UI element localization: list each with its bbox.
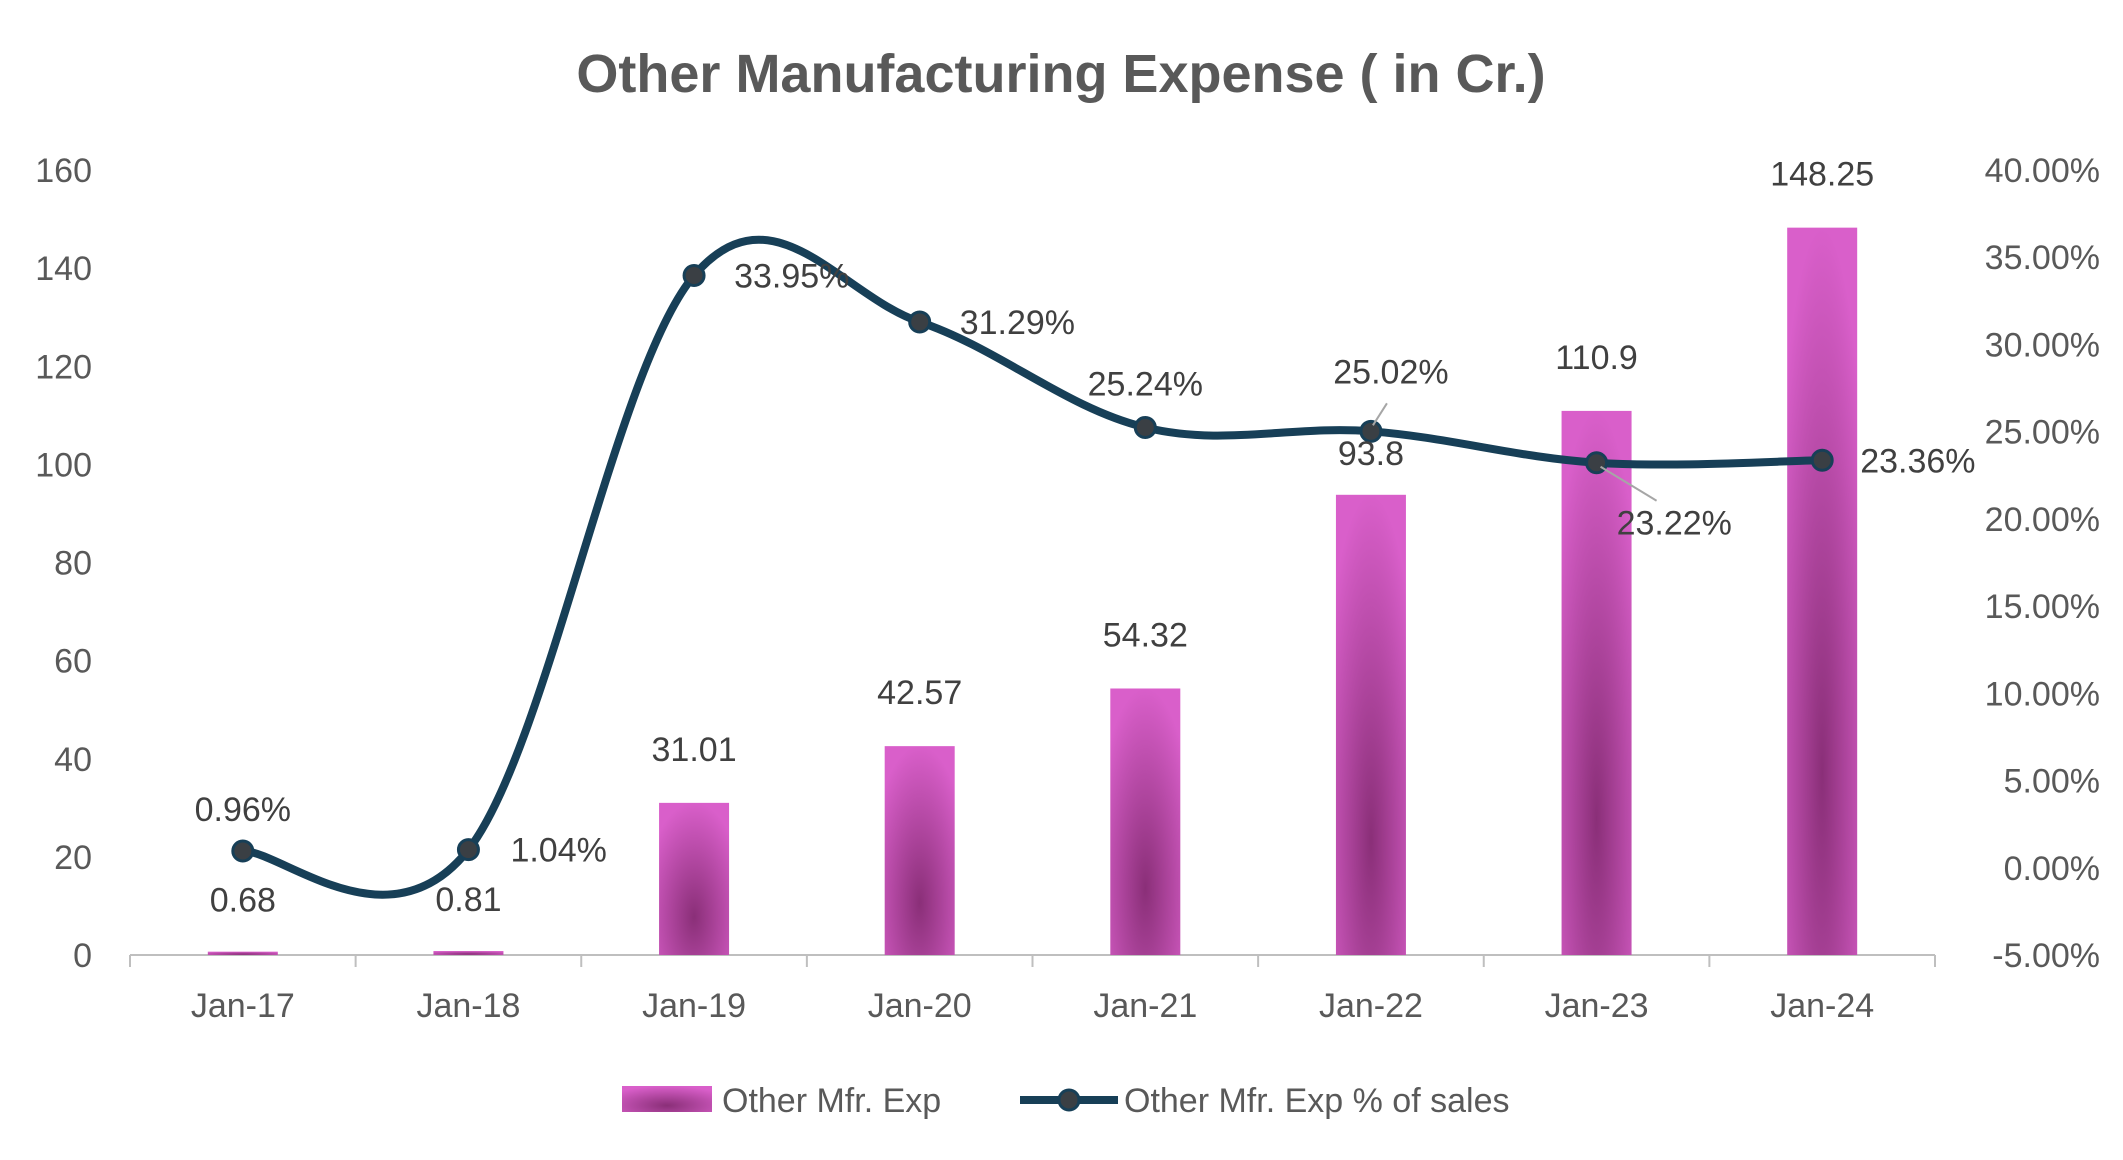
bar-value-label: 110.9 xyxy=(1555,339,1638,377)
x-tick-label: Jan-21 xyxy=(1093,987,1197,1025)
legend-label-bar: Other Mfr. Exp xyxy=(722,1082,941,1120)
line-value-label: 23.22% xyxy=(1617,505,1732,543)
legend-marker-line xyxy=(1057,1088,1081,1112)
y-right-tick-label: 0.00% xyxy=(2004,850,2100,888)
line-point xyxy=(456,838,480,862)
bar xyxy=(1110,688,1181,955)
y-left-tick-label: 140 xyxy=(35,250,92,288)
data-labels: 0.68 0.81 31.01 42.57 54.32 93.8 110.9 148.25 0.… xyxy=(195,156,1976,920)
bar xyxy=(433,951,504,955)
x-tick-label: Jan-24 xyxy=(1770,987,1874,1025)
line-value-label: 1.04% xyxy=(510,832,606,870)
line-value-label: 0.96% xyxy=(195,791,291,829)
bar-value-label: 148.25 xyxy=(1770,156,1874,194)
chart-title: Other Manufacturing Expense ( in Cr.) xyxy=(576,44,1545,104)
x-tick-label: Jan-18 xyxy=(416,987,520,1025)
line-point xyxy=(682,264,706,288)
y-left-tick-label: 60 xyxy=(54,643,92,681)
legend-label-line: Other Mfr. Exp % of sales xyxy=(1124,1082,1509,1120)
bar-value-label: 93.8 xyxy=(1338,435,1404,473)
y-left-tick-label: 20 xyxy=(54,839,92,877)
line-value-label: 33.95% xyxy=(734,258,849,296)
line-point xyxy=(1133,415,1157,439)
line-point xyxy=(908,310,932,334)
line-point xyxy=(1585,451,1609,475)
bar xyxy=(207,951,278,955)
y-left-tick-label: 80 xyxy=(54,545,92,583)
legend-swatch-bar xyxy=(622,1086,712,1112)
y-left-tick-label: 0 xyxy=(73,937,92,975)
bar-value-label: 0.81 xyxy=(435,881,501,919)
y-right-tick-label: 40.00% xyxy=(1985,152,2100,190)
x-tick-label: Jan-19 xyxy=(642,987,746,1025)
line-value-label: 25.24% xyxy=(1088,365,1203,403)
legend: Other Mfr. Exp Other Mfr. Exp % of sales xyxy=(622,1082,1509,1120)
line-value-label: 25.02% xyxy=(1333,353,1448,391)
x-tick-label: Jan-20 xyxy=(868,987,972,1025)
leader-line xyxy=(1372,402,1388,426)
y-right-tick-label: -5.00% xyxy=(1992,937,2100,975)
bar-series xyxy=(207,227,1858,956)
y-right-tick-label: 25.00% xyxy=(1985,414,2100,452)
y-right-tick-label: 5.00% xyxy=(2004,763,2100,801)
y-right-tick-label: 10.00% xyxy=(1985,675,2100,713)
bar xyxy=(1335,494,1406,955)
bar xyxy=(1787,227,1858,955)
line-series xyxy=(231,235,1834,899)
y-left-tick-label: 120 xyxy=(35,348,92,386)
y-left-tick-label: 40 xyxy=(54,741,92,779)
line-point xyxy=(1810,448,1834,472)
y-right-tick-label: 15.00% xyxy=(1985,588,2100,626)
x-tick-label: Jan-17 xyxy=(191,987,295,1025)
leader-line xyxy=(1600,465,1658,502)
bar xyxy=(1561,410,1632,956)
bar-value-label: 0.68 xyxy=(210,882,276,920)
y-left-tick-label: 160 xyxy=(35,152,92,190)
line-value-label: 23.36% xyxy=(1860,442,1975,480)
line-point xyxy=(231,839,255,863)
bar-value-label: 54.32 xyxy=(1103,616,1188,654)
y-right-tick-label: 30.00% xyxy=(1985,326,2100,364)
x-tick-label: Jan-23 xyxy=(1545,987,1649,1025)
line-point xyxy=(1359,419,1383,443)
x-tick-label: Jan-22 xyxy=(1319,987,1423,1025)
axes: Jan-17 Jan-18 Jan-19 Jan-20 Jan-21 Jan-22 Jan-… xyxy=(35,152,2100,1025)
y-right-tick-label: 35.00% xyxy=(1985,239,2100,277)
bar xyxy=(884,746,955,955)
line-value-label: 31.29% xyxy=(960,304,1075,342)
bar xyxy=(659,802,730,955)
bar-value-label: 31.01 xyxy=(652,731,737,769)
y-left-tick-label: 100 xyxy=(35,446,92,484)
y-right-tick-label: 20.00% xyxy=(1985,501,2100,539)
bar-value-label: 42.57 xyxy=(877,674,962,712)
